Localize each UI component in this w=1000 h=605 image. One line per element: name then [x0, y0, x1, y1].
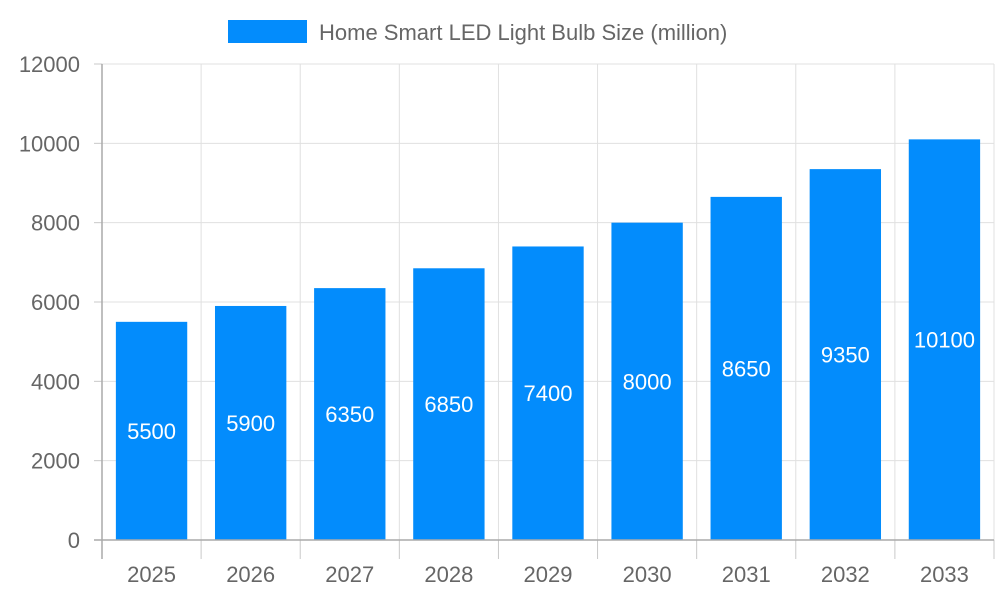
y-tick-label: 2000 [31, 449, 80, 474]
data-label: 10100 [914, 328, 975, 353]
y-tick-label: 4000 [31, 369, 80, 394]
bar [214, 305, 287, 540]
legend-label: Home Smart LED Light Bulb Size (million) [319, 20, 727, 45]
bar [413, 268, 485, 540]
y-tick-label: 12000 [19, 52, 80, 77]
bar [611, 222, 683, 540]
y-tick-label: 0 [68, 528, 80, 553]
data-label: 6850 [424, 392, 473, 417]
y-tick-label: 8000 [31, 211, 80, 236]
x-tick-label: 2028 [424, 562, 473, 587]
bar [908, 139, 981, 540]
x-tick-label: 2026 [226, 562, 275, 587]
data-label: 8650 [722, 356, 771, 381]
y-tick-label: 10000 [19, 131, 80, 156]
legend[interactable]: Home Smart LED Light Bulb Size (million) [228, 20, 727, 45]
data-label: 5500 [127, 419, 176, 444]
data-label: 6350 [325, 402, 374, 427]
x-tick-label: 2030 [623, 562, 672, 587]
bar [512, 246, 584, 540]
y-tick-label: 6000 [31, 290, 80, 315]
x-tick-label: 2033 [920, 562, 969, 587]
bar [314, 288, 386, 540]
data-label: 9350 [821, 343, 870, 368]
grid [102, 63, 995, 540]
legend-swatch [228, 20, 307, 43]
data-label: 8000 [623, 369, 672, 394]
x-tick-label: 2031 [722, 562, 771, 587]
bar [115, 321, 188, 540]
bar [710, 196, 782, 540]
data-label: 7400 [524, 381, 573, 406]
bar [809, 169, 882, 540]
x-tick-label: 2025 [127, 562, 176, 587]
x-tick-label: 2032 [821, 562, 870, 587]
axes: 0 2000 4000 6000 8000 10000 12000 2025 2026 2027 2… [19, 52, 995, 587]
bars: 5500 5900 6350 6850 7400 8000 8650 9350 10100 [115, 139, 981, 540]
x-tick-label: 2027 [325, 562, 374, 587]
x-tick-label: 2029 [524, 562, 573, 587]
data-label: 5900 [226, 411, 275, 436]
